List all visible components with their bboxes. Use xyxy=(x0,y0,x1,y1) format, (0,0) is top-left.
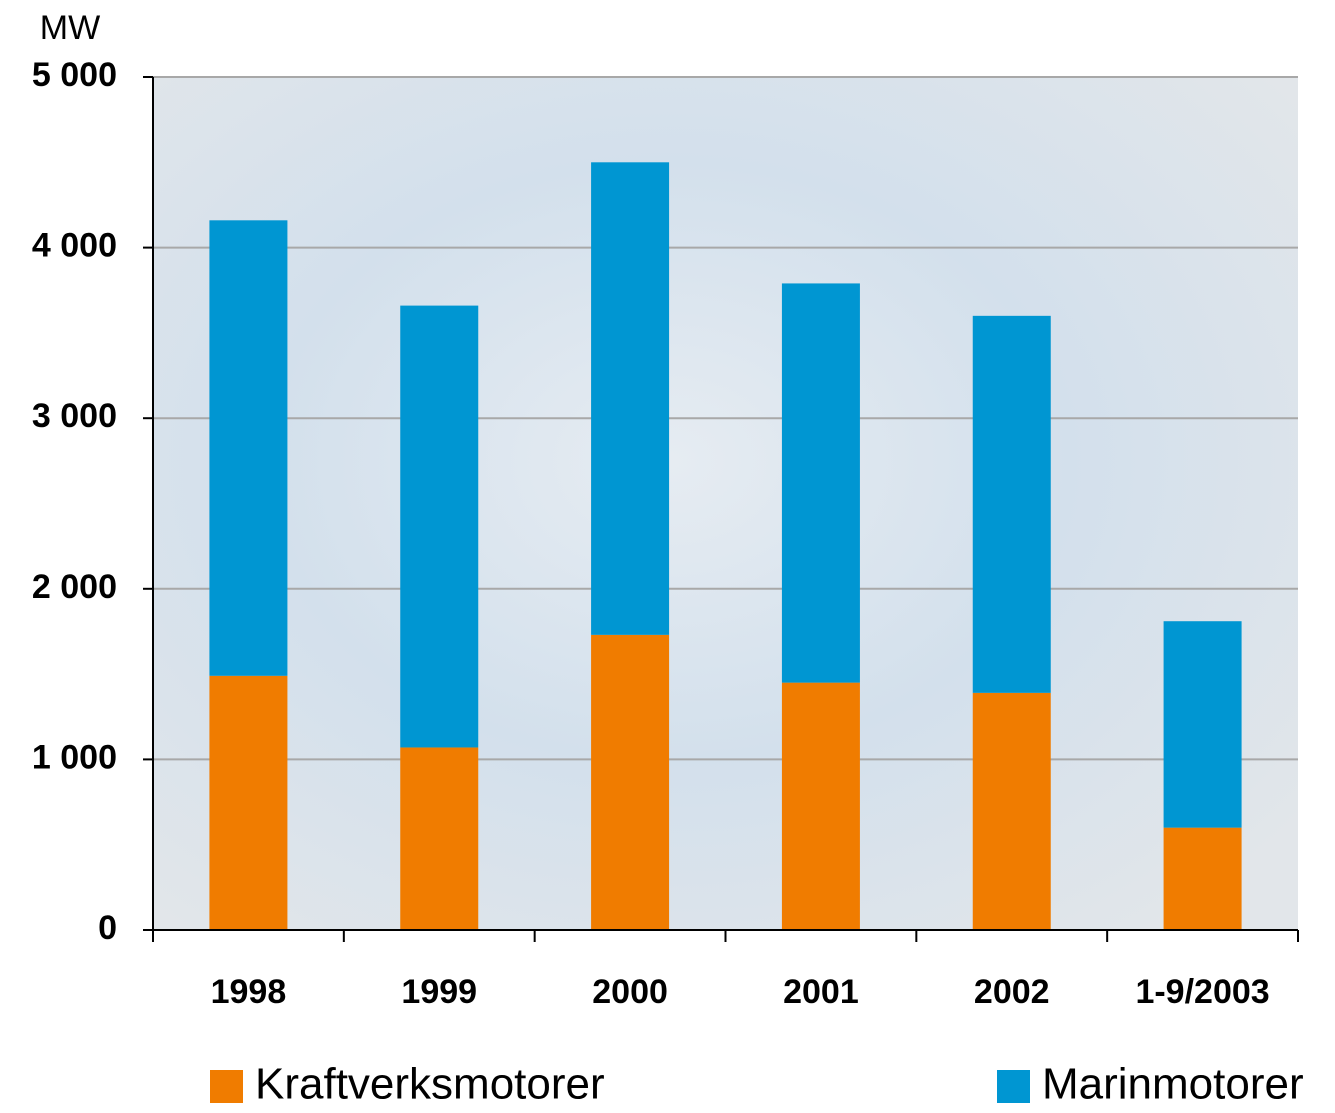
legend-label: Marinmotorer xyxy=(1042,1060,1304,1108)
y-tick-label: 3 000 xyxy=(32,397,117,435)
y-tick-label: 1 000 xyxy=(32,738,117,776)
bar-segment xyxy=(400,747,479,930)
x-tick-label: 1-9/2003 xyxy=(1135,973,1269,1011)
plot-background xyxy=(153,77,1298,930)
y-axis-label: MW xyxy=(40,9,100,47)
legend-swatch xyxy=(997,1070,1030,1103)
x-tick-label: 2001 xyxy=(783,973,859,1011)
legend-swatch xyxy=(210,1070,243,1103)
bar-segment xyxy=(400,305,479,748)
x-tick-label: 2000 xyxy=(592,973,668,1011)
y-tick-label: 2 000 xyxy=(32,568,117,606)
legend-label: Kraftverksmotorer xyxy=(255,1060,605,1108)
x-tick-label: 1999 xyxy=(401,973,477,1011)
bar-segment xyxy=(1163,621,1242,828)
bar-segment xyxy=(1163,827,1242,930)
y-tick-label: 0 xyxy=(98,909,117,947)
bar-segment xyxy=(781,682,860,930)
bar-segment xyxy=(591,162,670,635)
y-tick-label: 5 000 xyxy=(32,56,117,94)
bar-segment xyxy=(209,220,288,676)
y-tick-label: 4 000 xyxy=(32,227,117,265)
bar-segment xyxy=(781,283,860,683)
bar-segment xyxy=(209,675,288,930)
bar-segment xyxy=(591,634,670,930)
x-tick-label: 2002 xyxy=(974,973,1050,1011)
bar-segment xyxy=(972,315,1051,693)
x-tick-label: 1998 xyxy=(211,973,287,1011)
bar-segment xyxy=(972,692,1051,930)
